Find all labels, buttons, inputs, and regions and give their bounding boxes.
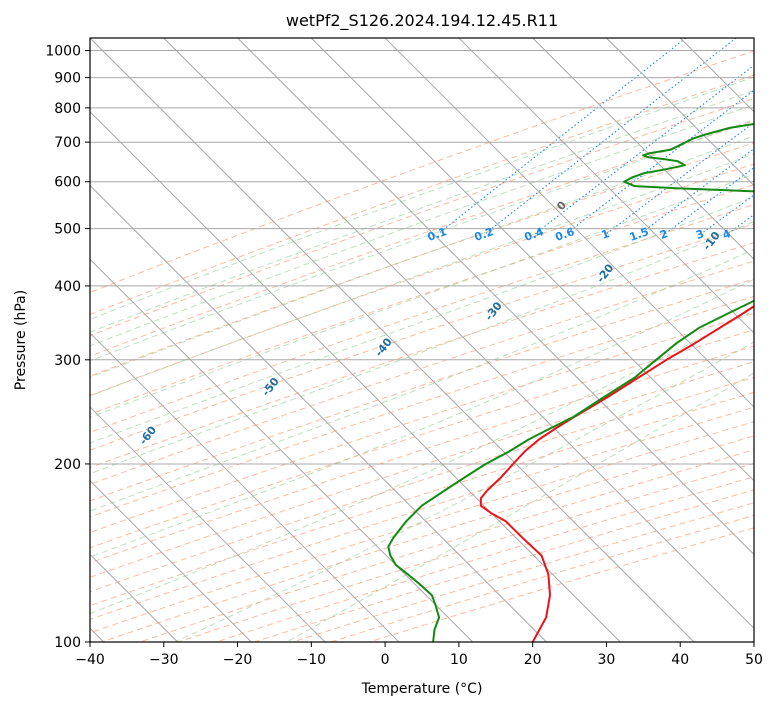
x-tick-label: −10 bbox=[297, 652, 327, 668]
temperature-trace bbox=[479, 305, 754, 642]
grid-layer bbox=[90, 38, 754, 642]
dry-adiabat-line bbox=[90, 163, 754, 397]
moist-adiabat-line bbox=[90, 278, 754, 558]
isotherm-line bbox=[237, 38, 754, 556]
isotherm-line bbox=[90, 406, 326, 642]
dry-adiabat-line bbox=[90, 97, 754, 337]
dry-adiabat-line bbox=[90, 312, 754, 534]
dry-adiabat-line bbox=[90, 391, 754, 607]
mixing-ratio-label: 0.4 bbox=[523, 225, 546, 244]
y-tick-label: 300 bbox=[54, 353, 81, 369]
dry-adiabat-line bbox=[90, 50, 754, 294]
mixing-ratio-label: 1 bbox=[600, 227, 612, 242]
x-tick-label: 20 bbox=[524, 652, 542, 668]
mixing-ratio-label: 4 bbox=[721, 227, 733, 242]
y-tick-label: 200 bbox=[54, 457, 81, 473]
mixing-ratio-label: 0.1 bbox=[426, 225, 449, 244]
moist-adiabat-line bbox=[90, 153, 754, 397]
x-tick-label: −30 bbox=[149, 652, 179, 668]
isotherm-line bbox=[163, 38, 754, 629]
isotherm-line bbox=[532, 38, 754, 261]
axis-tick-layer: −40 −30 −20 −10 0 10 20 30 40 50 100 200 300 400 500 60… bbox=[45, 44, 763, 668]
series-layer bbox=[387, 123, 754, 642]
isotherm-line bbox=[90, 258, 474, 642]
mixing-ratio-label: 2 bbox=[658, 227, 670, 242]
mixing-ratio-line bbox=[534, 64, 754, 235]
x-tick-label: 30 bbox=[598, 652, 616, 668]
x-tick-label: 40 bbox=[671, 652, 689, 668]
isotherm-line bbox=[458, 38, 754, 334]
y-tick-label: 800 bbox=[54, 101, 81, 117]
y-tick-label: 100 bbox=[54, 635, 81, 651]
y-tick-label: 500 bbox=[54, 222, 81, 238]
x-tick-label: −40 bbox=[75, 652, 105, 668]
dry-adiabat-line bbox=[90, 142, 754, 377]
dry-adiabat-line bbox=[90, 260, 754, 485]
mixing-ratio-label: 0.2 bbox=[473, 225, 496, 244]
isotherm-line bbox=[90, 479, 252, 642]
dewpoint-trace bbox=[387, 123, 754, 642]
isotherm-line bbox=[384, 38, 754, 408]
moist-adiabat-line bbox=[90, 173, 754, 419]
mixing-ratio-label: 3 bbox=[694, 227, 706, 242]
dry-adiabat-line bbox=[90, 329, 754, 549]
x-tick-label: 50 bbox=[745, 652, 763, 668]
moist-adiabat-line bbox=[90, 76, 754, 320]
x-axis-label: Temperature (°C) bbox=[361, 681, 483, 697]
y-axis-label: Pressure (hPa) bbox=[13, 290, 29, 390]
y-tick-label: 1000 bbox=[45, 44, 81, 60]
isotherm-line bbox=[310, 38, 754, 482]
y-tick-label: 900 bbox=[54, 71, 81, 87]
y-tick-label: 600 bbox=[54, 175, 81, 191]
dry-adiabat-line bbox=[90, 278, 754, 502]
mixing-ratio-label: 0.6 bbox=[553, 225, 576, 244]
isotherm-line bbox=[90, 332, 400, 642]
y-tick-label: 400 bbox=[54, 279, 81, 295]
moist-adiabat-line bbox=[90, 195, 754, 444]
x-tick-label: 0 bbox=[381, 652, 390, 668]
isotherm-line bbox=[90, 111, 621, 642]
mixing-ratio-line bbox=[565, 89, 754, 235]
moist-adiabat-line bbox=[90, 89, 754, 333]
dry-adiabat-line bbox=[90, 361, 754, 578]
y-tick-label: 700 bbox=[54, 135, 81, 151]
dry-adiabat-line bbox=[90, 74, 754, 316]
isotherm-line bbox=[90, 38, 695, 642]
plot-frame bbox=[89, 37, 755, 643]
x-tick-label: −20 bbox=[223, 652, 253, 668]
dry-adiabat-line bbox=[90, 223, 754, 451]
mixing-ratio-line bbox=[437, 38, 687, 235]
x-tick-label: 10 bbox=[450, 652, 468, 668]
moist-adiabat-line bbox=[90, 119, 754, 362]
isotherm-line bbox=[606, 38, 754, 187]
mixing-ratio-label: 1.5 bbox=[628, 225, 651, 244]
isotherm-line bbox=[90, 184, 547, 642]
chart-title: wetPf2_S126.2024.194.12.45.R11 bbox=[286, 11, 558, 31]
dry-adiabat-line bbox=[90, 184, 754, 415]
